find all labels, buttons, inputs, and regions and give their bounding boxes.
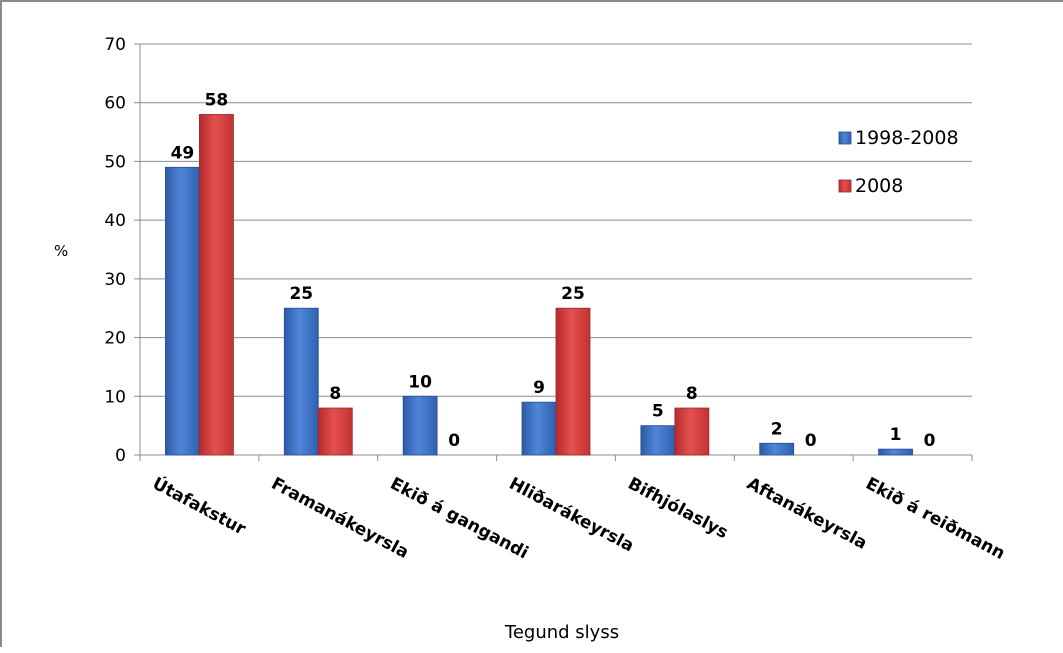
bar-series1: [878, 448, 913, 456]
y-tick-label: 10: [104, 387, 126, 407]
data-label: 25: [561, 284, 585, 304]
bar-series1: [165, 166, 200, 456]
bars: [165, 114, 913, 456]
y-tick-label: 70: [104, 35, 126, 55]
data-label: 10: [408, 372, 432, 392]
bar-series1: [402, 395, 438, 456]
legend-label: 1998-2008: [855, 127, 959, 149]
bar-series2: [199, 114, 234, 456]
legend-swatch: [838, 131, 852, 145]
grid-lines: [140, 43, 972, 397]
y-tick-label: 0: [115, 446, 126, 466]
legend-label: 2008: [855, 175, 903, 197]
data-label: 8: [329, 384, 341, 404]
y-axis-label: %: [54, 242, 68, 260]
category-label: Ekið á reiðmann: [862, 474, 1008, 564]
data-label: 0: [924, 431, 936, 451]
category-label: Útafakstur: [149, 472, 250, 540]
bar-series1: [521, 401, 557, 456]
legend-swatch: [838, 179, 852, 193]
data-label: 8: [686, 384, 698, 404]
data-label: 9: [533, 378, 545, 398]
bar-series2: [674, 407, 710, 456]
data-label: 2: [771, 419, 783, 439]
y-tick-label: 50: [104, 152, 126, 172]
x-axis-label: Tegund slyss: [504, 622, 619, 643]
y-tick-label: 30: [104, 270, 126, 290]
data-label: 49: [171, 143, 195, 163]
bar-series2: [555, 307, 591, 456]
data-label: 5: [652, 402, 664, 422]
data-label: 0: [448, 431, 460, 451]
category-label: Bifhjólaslys: [625, 474, 732, 543]
y-tick-label: 40: [104, 211, 126, 231]
category-label: Aftanákeyrsla: [743, 474, 870, 554]
data-label: 25: [289, 284, 313, 304]
y-tick-label: 60: [104, 94, 126, 114]
data-label: 0: [805, 431, 817, 451]
y-tick-label: 20: [104, 329, 126, 349]
bar-series2: [317, 407, 353, 456]
legend: 1998-2008 2008: [838, 127, 959, 197]
bar-series1: [283, 307, 319, 456]
data-label: 58: [205, 90, 229, 110]
bar-series1: [640, 425, 676, 456]
bar-series1: [759, 442, 795, 456]
data-label: 1: [890, 425, 902, 445]
